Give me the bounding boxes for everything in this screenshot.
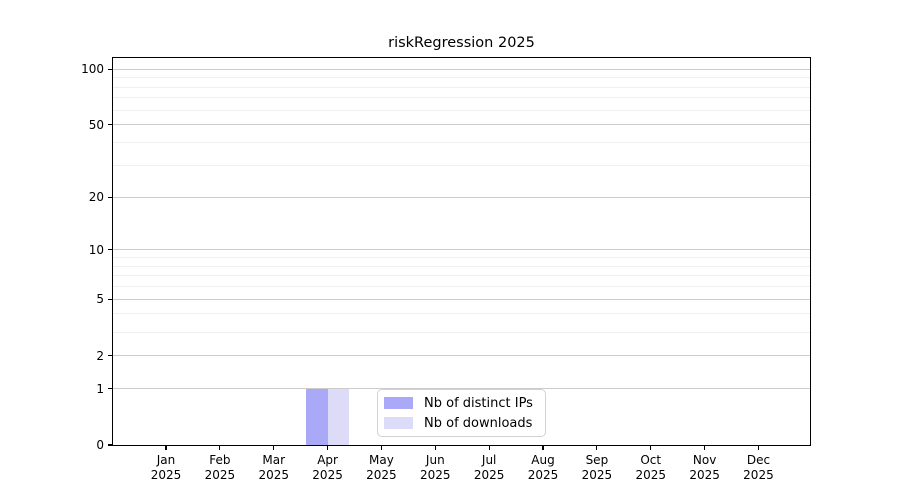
x-tick-label: Jun 2025 [403,453,467,483]
x-tick-label-line: Nov [692,453,717,467]
y-tick-mark [108,249,113,251]
x-tick-label-line: Jan [156,453,176,467]
legend-swatch-distinct-ips-icon [384,397,413,409]
x-tick-label: Oct 2025 [619,453,683,483]
legend-label-downloads: Nb of downloads [424,415,533,431]
x-tick-mark [757,445,760,450]
y-tick-mark [108,68,113,70]
x-tick-label-line: 2025 [150,468,182,482]
y-tick-label: 20 [88,190,104,205]
x-tick-mark [434,445,436,450]
y-tick-label: 100 [81,62,104,77]
x-tick-mark [488,445,490,450]
x-tick-label: Jul 2025 [457,453,521,483]
y-gridline-minor [113,97,810,99]
y-gridline-major [113,355,810,357]
y-gridline-major [113,249,810,251]
y-gridline-major [113,196,810,198]
y-tick-label: 5 [96,292,104,307]
legend: Nb of distinct IPs Nb of downloads [377,389,546,437]
bar-distinct-ips [306,388,328,445]
x-tick-label-line: 2025 [366,468,397,482]
x-tick-label-line: Dec [746,453,771,467]
y-gridline-minor [113,109,810,111]
y-gridline-minor [113,286,810,288]
chart-title: riskRegression 2025 [388,35,535,51]
x-tick-label: Mar 2025 [242,453,306,483]
x-tick-mark [380,445,383,450]
x-tick-mark [165,445,167,450]
y-gridline-minor [113,331,810,333]
y-gridline-minor [113,313,810,315]
x-tick-label-line: Mar [262,453,286,467]
y-tick-mark [108,387,113,390]
y-gridline-major [113,124,810,126]
y-gridline-minor [113,142,810,144]
legend-label-distinct-ips: Nb of distinct IPs [424,395,533,411]
y-tick-label: 2 [96,348,104,363]
x-tick-mark [542,445,544,450]
y-gridline-major [113,68,810,70]
x-tick-label-line: 2025 [258,468,289,482]
x-tick-label: Jan 2025 [134,453,198,483]
x-tick-label: Apr 2025 [296,453,360,483]
legend-swatch-downloads-icon [384,417,413,429]
y-gridline-minor [113,86,810,88]
y-tick-label: 0 [96,438,104,452]
x-tick-mark [219,445,221,450]
x-tick-label-line: Sep [585,453,609,467]
plot-area: Nb of distinct IPs Nb of downloads [108,57,811,450]
x-tick-label: May 2025 [349,453,413,483]
y-gridline-minor [113,257,810,259]
y-gridline-minor [113,164,810,166]
x-tick-label: Dec 2025 [726,453,790,483]
y-tick-label: 10 [88,242,104,257]
x-tick-label-line: Apr [317,453,338,467]
y-gridline-major [113,298,810,300]
x-tick-label-line: 2025 [204,468,236,482]
x-tick-label-line: 2025 [312,468,343,482]
x-tick-label: Sep 2025 [565,453,629,483]
x-tick-label-line: 2025 [581,468,613,482]
x-tick-label-line: 2025 [420,468,451,482]
x-tick-mark [650,445,652,450]
x-tick-label-line: 2025 [527,468,559,482]
x-tick-mark [273,445,275,450]
y-gridline-minor [113,265,810,267]
y-tick-mark [108,444,113,446]
x-tick-label-line: 2025 [635,468,666,482]
x-tick-mark [326,445,329,450]
x-tick-label: Nov 2025 [673,453,737,483]
y-gridline-minor [113,275,810,277]
x-tick-label: Aug 2025 [511,453,575,483]
x-tick-label-line: Jun [425,453,445,467]
x-tick-mark [704,445,706,450]
y-tick-mark [108,196,113,198]
x-tick-label-line: Aug [531,453,555,467]
y-tick-mark [108,354,113,357]
y-gridline-major [113,388,810,390]
y-tick-label: 50 [88,117,104,132]
y-tick-mark [108,124,113,126]
x-tick-label-line: 2025 [743,468,774,482]
y-gridline-minor [113,77,810,79]
bar-downloads [327,388,350,445]
x-tick-mark [596,445,598,450]
x-tick-label-line: Oct [640,453,662,467]
x-tick-label-line: 2025 [473,468,505,482]
x-tick-label-line: Jul [481,453,497,467]
y-tick-label: 1 [96,381,104,396]
legend-item-distinct-ips: Nb of distinct IPs [384,397,545,410]
x-tick-label-line: Feb [209,453,231,467]
x-tick-label-line: May [369,453,394,467]
x-tick-label-line: 2025 [689,468,720,482]
x-tick-label: Feb 2025 [188,453,252,483]
legend-item-downloads: Nb of downloads [384,417,545,430]
y-tick-mark [108,298,113,300]
